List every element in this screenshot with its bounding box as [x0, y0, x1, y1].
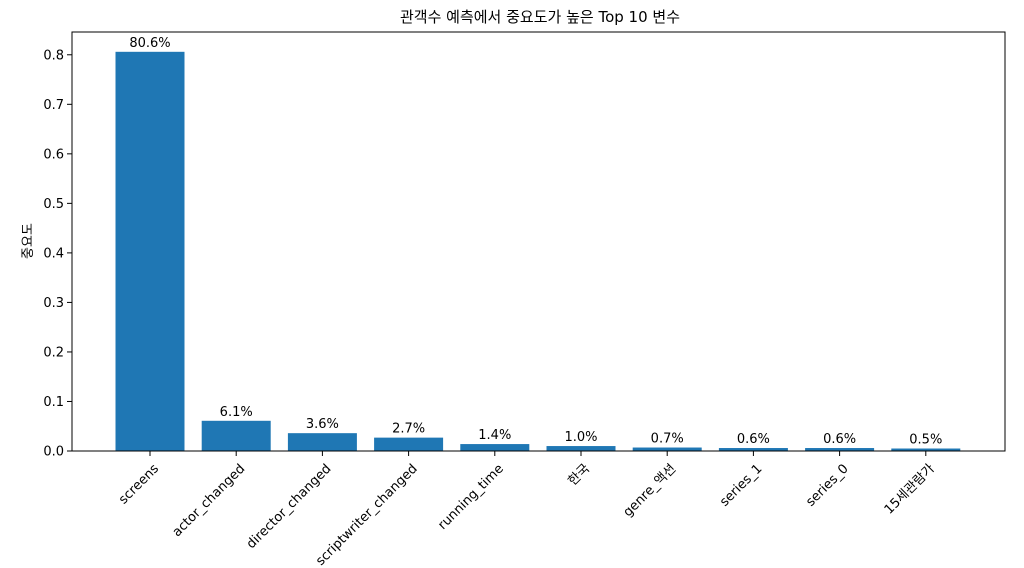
y-tick-label-5: 0.5 [43, 197, 64, 212]
bar-6 [632, 447, 702, 451]
data-label-0: 80.6% [129, 36, 170, 51]
data-label-4: 1.4% [478, 428, 511, 443]
x-axis: screens actor_changeddirector_changedscri… [116, 451, 938, 568]
y-tick-label-8: 0.8 [43, 48, 64, 63]
x-tick-label-7: series_1 [717, 461, 765, 509]
x-tick-label-1: actor_changed [170, 461, 249, 540]
y-tick-label-2: 0.2 [43, 345, 64, 360]
bar-0 [115, 51, 185, 452]
chart-title: 관객수 예측에서 중요도가 높은 Top 10 변수 [400, 8, 680, 26]
bar-4 [460, 444, 530, 451]
data-label-2: 3.6% [306, 417, 339, 432]
x-tick-label-6: genre_액션 [621, 461, 680, 520]
plot-frame [71, 31, 1006, 452]
bar-8 [805, 448, 875, 451]
data-label-6: 0.7% [651, 432, 684, 447]
data-label-3: 2.7% [392, 422, 425, 437]
data-label-5: 1.0% [564, 430, 597, 445]
x-tick-label-5: 한국 [566, 461, 594, 489]
data-label-8: 0.6% [823, 432, 856, 447]
x-tick-label-0: screens [116, 461, 162, 507]
x-tick-label-3: scriptwriter_changed [313, 461, 420, 568]
data-label-1: 6.1% [220, 405, 253, 420]
x-tick-label-8: series_0 [803, 461, 851, 509]
x-tick-label-2: director_changed [244, 461, 335, 552]
y-tick-label-0: 0.0 [43, 445, 64, 460]
data-labels-group: 80.6% 6.1% 3.6% 2.7% 1.4% 1.0% 0.7% 0.6% 0.6% 0.5… [129, 36, 942, 448]
bar-2 [287, 433, 357, 451]
y-tick-label-1: 0.1 [43, 395, 64, 410]
y-tick-label-3: 0.3 [43, 296, 64, 311]
y-tick-label-4: 0.4 [43, 246, 64, 261]
data-label-9: 0.5% [909, 433, 942, 448]
bars-group [115, 51, 961, 452]
bar-9 [891, 448, 961, 451]
data-label-7: 0.6% [737, 432, 770, 447]
y-tick-label-6: 0.6 [43, 147, 64, 162]
bar-5 [546, 446, 616, 451]
x-tick-label-9: 15세관람가 [882, 461, 938, 517]
bar-1 [201, 420, 271, 451]
y-tick-label-7: 0.7 [43, 98, 64, 113]
bar-7 [718, 448, 788, 451]
x-tick-label-4: running_time [435, 461, 506, 532]
bar-3 [374, 437, 444, 451]
y-axis: 0.0 0.1 0.2 0.3 0.4 0.5 0.6 0.7 0.8 [43, 48, 72, 460]
y-axis-label: 중요도 [21, 223, 36, 259]
